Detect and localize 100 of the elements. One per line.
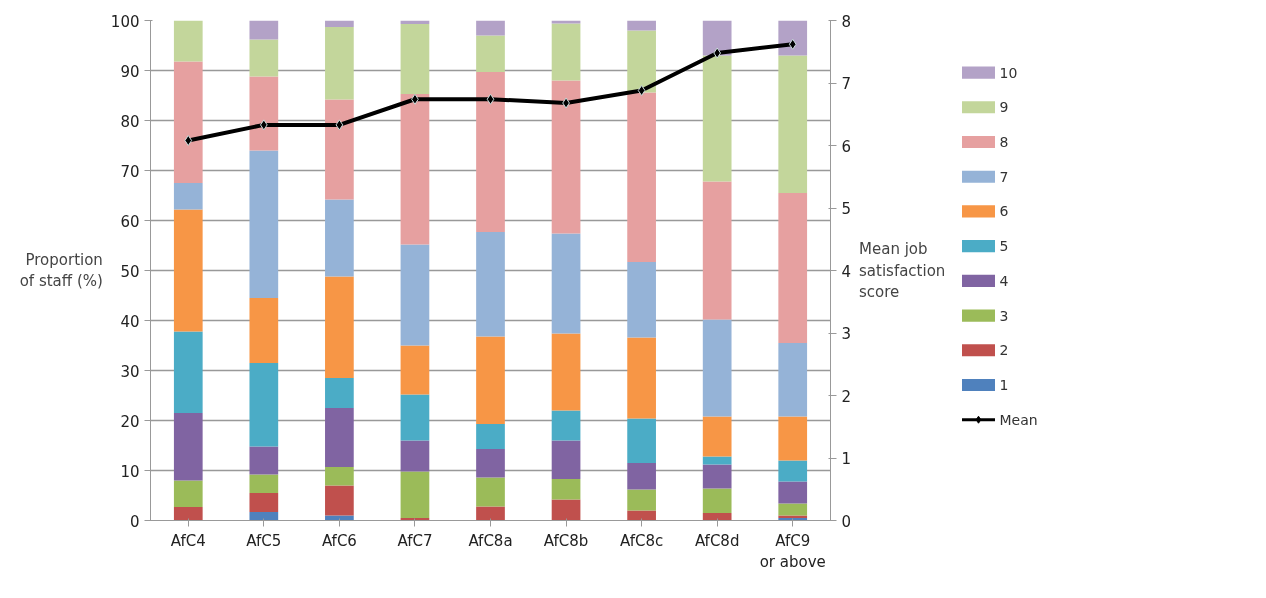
x-tick-label: AfC5 (246, 531, 282, 550)
bar (325, 467, 354, 486)
y-tick-label: 80 (120, 112, 140, 131)
x-tick-label: AfC8c (619, 531, 664, 550)
bar (551, 20, 581, 24)
bar (325, 199, 354, 277)
point (637, 85, 646, 96)
y-tick-label: 40 (120, 312, 140, 331)
y2-tick-label: 0 (841, 512, 852, 531)
x-tick-label: AfC7 (397, 531, 433, 550)
x-tick-label: AfC6 (321, 531, 357, 550)
x-tick-label: AfC9 or above (759, 531, 826, 572)
y-tick-label: 20 (120, 412, 140, 431)
legend-label: Mean (999, 411, 1038, 428)
bar (476, 449, 505, 478)
bar (778, 55, 808, 193)
bar (400, 394, 430, 441)
bar (476, 232, 505, 337)
y-tick-label: 50 (120, 262, 140, 281)
bar (702, 181, 732, 320)
y2-tick-label: 2 (841, 387, 852, 406)
y-tick-label: 60 (120, 212, 140, 231)
bar (627, 489, 656, 511)
legend-label: 3 (999, 307, 1009, 324)
bar (400, 94, 430, 245)
bar (249, 150, 279, 298)
bar (551, 23, 581, 81)
bar (627, 510, 656, 521)
legend-label: 5 (999, 238, 1009, 255)
legend-label: 8 (999, 134, 1009, 150)
y2-tick-label: 3 (841, 325, 852, 343)
bar (249, 363, 279, 447)
y-tick-label: 30 (120, 362, 140, 381)
bar (325, 408, 354, 467)
bar (249, 39, 279, 77)
y2-tick-label: 4 (841, 262, 852, 281)
bar (778, 503, 808, 516)
y2-tick-label: 1 (841, 450, 852, 468)
bar (400, 440, 430, 472)
bar (702, 416, 732, 457)
y-tick-label: 100 (110, 12, 140, 31)
legend-label: 9 (999, 99, 1009, 116)
bar (778, 20, 808, 56)
bar (400, 24, 430, 94)
legend-label: 7 (999, 168, 1009, 185)
bar (249, 298, 279, 363)
bar (778, 416, 808, 461)
bar (627, 337, 656, 419)
bar (173, 507, 203, 521)
bar (702, 55, 732, 182)
y2-tick-label: 6 (841, 137, 852, 156)
bar (551, 233, 581, 334)
bar (400, 244, 430, 346)
y2-tick-label: 5 (841, 200, 852, 218)
y-tick-label: 0 (129, 512, 140, 531)
bar (702, 319, 732, 417)
bar (702, 464, 732, 489)
point (335, 119, 344, 131)
bar (627, 418, 656, 463)
bar (551, 499, 581, 521)
y-tick-label: 90 (120, 62, 140, 81)
bar (400, 471, 430, 518)
bar (249, 20, 279, 40)
y2-tick-label: 8 (841, 12, 852, 31)
x-tick-label: AfC8b (543, 531, 589, 550)
x-tick-label: AfC4 (170, 531, 206, 550)
bar (325, 378, 354, 408)
bar (551, 479, 581, 500)
legend-label: 2 (999, 342, 1009, 359)
x-tick-label: AfC8a (468, 531, 513, 550)
bar (627, 262, 656, 338)
bar (325, 27, 354, 100)
bar (476, 477, 505, 507)
bar (778, 343, 808, 417)
bar (702, 513, 732, 521)
point (184, 135, 193, 146)
bar (627, 30, 656, 93)
legend-label: 6 (999, 203, 1009, 220)
x-tick-label: AfC8d (694, 531, 740, 550)
bar (249, 76, 279, 151)
bar (249, 474, 279, 493)
y-tick-label: 10 (120, 462, 140, 481)
y2-tick-label: 7 (841, 75, 852, 93)
bar (551, 440, 581, 479)
bar (627, 20, 656, 31)
legend-label: 1 (999, 377, 1009, 393)
bar (325, 20, 354, 27)
bar (627, 463, 656, 490)
bar (173, 20, 203, 62)
bar (476, 424, 505, 449)
bar (476, 20, 505, 36)
y2-axis-title: Mean job satisfaction score (859, 239, 946, 302)
bar (173, 209, 203, 332)
y-axis-title: Proportion of staff (%) (19, 250, 103, 291)
bar (173, 183, 203, 210)
bar (778, 460, 808, 482)
bar (249, 446, 279, 475)
bar (702, 488, 732, 513)
bar (778, 481, 808, 504)
bar (173, 413, 203, 481)
